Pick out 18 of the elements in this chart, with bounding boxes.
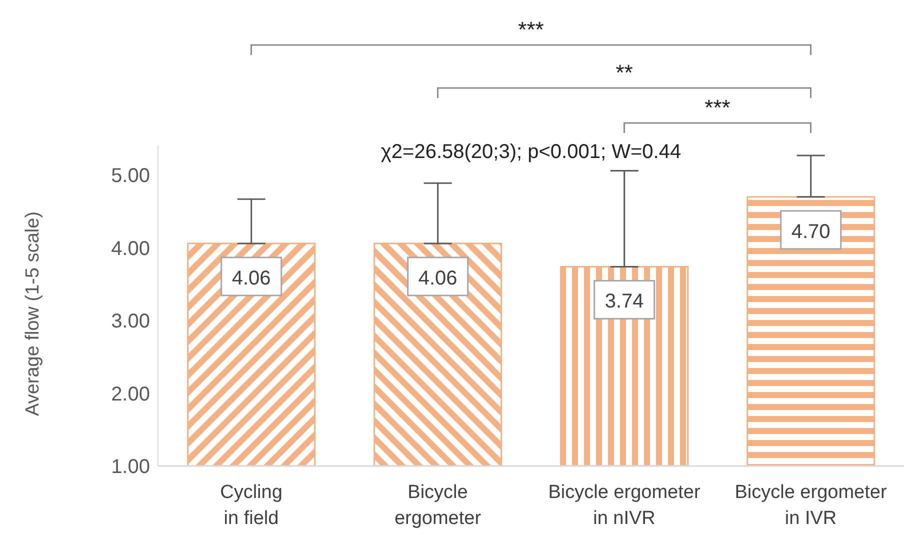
y-axis-title: Average flow (1-5 scale) [22,211,44,416]
y-tick-label: 3.00 [111,310,150,333]
text: *** [704,95,731,120]
annotation: χ2=26.58(20;3); p<0.001; W=0.44 [380,141,682,163]
y-tick-label: 2.00 [111,383,150,406]
text: ** [616,60,634,85]
y-tick-label: 5.00 [111,165,150,188]
data-label: 3.74 [604,290,644,313]
y-tick-label: 4.00 [111,238,150,260]
data-label: 4.06 [418,267,458,290]
x-tick-label: Bicycle ergometer in nIVR [548,482,701,529]
x-tick-label: Bicycle ergometer in IVR [734,482,888,529]
data-label: 4.70 [791,220,830,243]
x-tick-label: Cycling in field [220,482,282,529]
y-tick-label: 1.00 [111,456,150,478]
x-tick-label: Bicycle ergometer [394,482,482,529]
text: *** [518,17,544,42]
data-label: 4.06 [232,267,271,290]
